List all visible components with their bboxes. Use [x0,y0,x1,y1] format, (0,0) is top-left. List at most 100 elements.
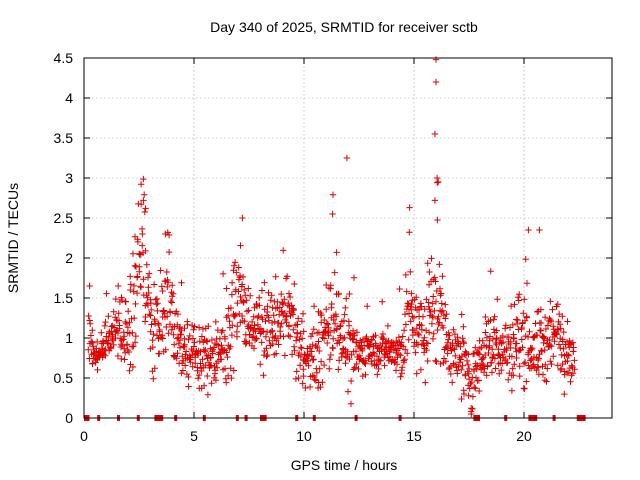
data-point [541,346,548,354]
data-point [118,355,125,363]
data-point [147,300,155,307]
data-point [565,352,573,359]
data-point [399,333,406,340]
data-point [521,359,529,366]
data-point [429,314,437,321]
data-point [319,379,326,386]
data-point [123,320,130,327]
data-point [173,308,180,315]
data-point [298,345,305,352]
data-point [182,362,189,369]
data-point [399,343,407,350]
data-point [530,361,537,368]
data-point [535,364,542,371]
data-point [146,311,153,318]
data-point [460,390,468,398]
data-point [204,372,211,380]
data-point [245,285,252,292]
data-point [522,256,529,263]
data-point [191,339,198,346]
data-point [472,385,479,392]
data-point [428,255,435,262]
data-point [347,400,355,407]
data-point [141,191,148,198]
data-point [207,354,215,361]
data-point [121,345,128,352]
data-point [534,308,541,316]
data-point [288,302,295,309]
data-point [127,281,134,288]
data-point [516,291,523,298]
data-point [537,347,545,354]
data-point [331,320,339,327]
data-point [402,321,410,328]
data-point [231,259,239,266]
data-point [379,298,386,305]
data-point [374,360,382,368]
data-point [437,360,444,368]
data-point [490,316,497,323]
data-point [313,369,321,376]
data-point [228,331,236,339]
data-point [305,362,312,369]
data-point [227,304,235,312]
data-point [327,351,334,359]
data-point [541,377,549,384]
data-point [423,346,430,354]
data-point [310,373,318,381]
data-point [413,294,420,301]
data-point [326,365,333,372]
data-point [176,344,184,351]
data-point [126,367,133,374]
data-point [281,296,288,303]
data-point [278,290,285,298]
data-point [320,361,328,369]
data-point [98,329,105,336]
data-point [361,359,368,366]
data-point [345,318,352,325]
data-point [403,288,410,295]
data-point [152,296,159,303]
data-point [341,311,348,318]
data-point [221,333,228,340]
data-point [297,344,305,351]
data-point [374,371,381,378]
data-point [210,344,218,351]
data-point [86,282,93,290]
data-point [139,242,146,249]
data-point [251,322,258,329]
data-point [85,312,92,320]
data-point [159,335,166,342]
data-point [223,349,230,356]
data-point [94,338,101,346]
data-point [290,326,297,333]
x-tick-label: 20 [516,428,532,444]
data-point [126,319,133,326]
data-point [178,370,185,377]
data-point [418,303,425,310]
data-point [405,336,412,343]
data-point [483,334,491,341]
data-point [145,289,152,297]
data-point [519,344,526,351]
data-point [204,391,212,398]
data-point [550,353,557,360]
data-point [133,274,141,281]
data-point [125,308,132,315]
data-point [116,325,123,332]
data-point [419,313,427,320]
data-point [538,348,546,355]
data-point [399,364,406,371]
data-point [564,357,571,365]
data-point [239,273,247,281]
data-point [85,346,92,353]
data-point [422,379,429,386]
data-point [140,175,147,183]
data-point [407,303,414,310]
data-point [201,348,208,355]
data-point [507,338,514,346]
data-point [163,313,171,320]
data-point [516,372,523,380]
data-point [187,356,194,363]
data-point [443,310,450,318]
